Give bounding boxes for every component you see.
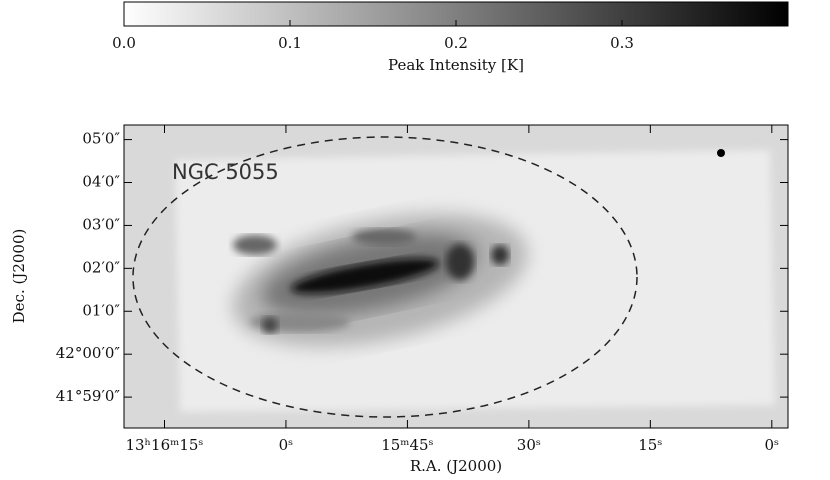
y-tick-label: 05′0″: [82, 130, 120, 148]
colorbar-label: Peak Intensity [K]: [388, 56, 524, 74]
x-axis-label: R.A. (J2000): [410, 457, 502, 475]
galaxy-image: [175, 150, 775, 412]
y-tick-label: 01′0″: [82, 301, 120, 319]
y-axis-label: Dec. (J2000): [10, 229, 28, 324]
x-tick-label: 0ˢ: [279, 436, 294, 454]
x-tick-label: 0ˢ: [765, 436, 780, 454]
beam: [717, 149, 725, 157]
y-tick-label: 04′0″: [82, 173, 120, 191]
x-tick-label: 30ˢ: [517, 436, 541, 454]
annotation: NGC 5055: [172, 160, 279, 184]
colorbar-tick-label: 0.1: [278, 34, 302, 52]
primary-beam: [132, 136, 638, 418]
colorbar-tick-label: 0.3: [610, 34, 634, 52]
x-tick-label: 13ʰ16ᵐ15ˢ: [125, 436, 203, 454]
colorbar-tick-label: 0.0: [112, 34, 136, 52]
colorbar-tick-label: 0.2: [444, 34, 468, 52]
plot-frame: [123, 124, 789, 429]
y-tick-label: 41°59′0″: [56, 387, 121, 405]
y-tick-label: 03′0″: [82, 215, 120, 233]
y-tick-label: 42°00′0″: [56, 344, 121, 362]
x-tick-label: 15ᵐ45ˢ: [381, 436, 433, 454]
x-tick-label: 15ˢ: [638, 436, 662, 454]
y-tick-label: 02′0″: [82, 258, 120, 276]
